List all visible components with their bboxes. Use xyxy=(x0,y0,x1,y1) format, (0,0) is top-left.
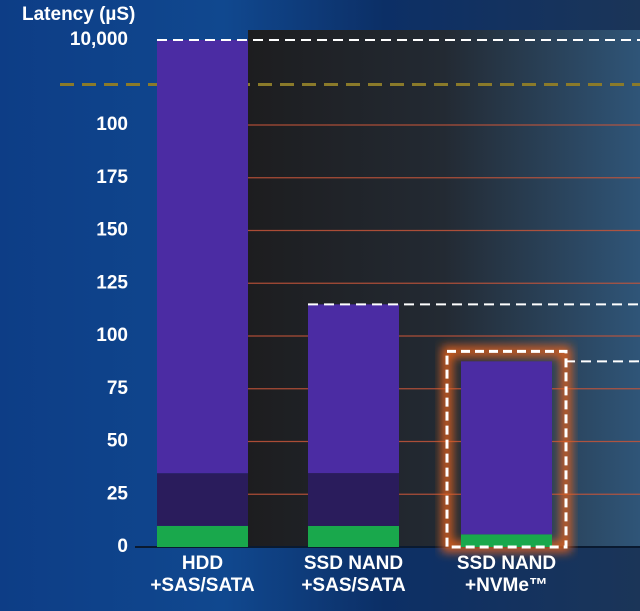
y-tick-label: 100 xyxy=(96,325,128,346)
bar-segment xyxy=(157,473,248,526)
y-axis-title: Latency (µS) xyxy=(22,4,135,25)
bar-segment xyxy=(157,40,248,474)
x-tick-label: SSD NAND +SAS/SATA xyxy=(301,553,406,596)
bar-segment xyxy=(461,534,552,547)
y-tick-label: 0 xyxy=(117,536,128,557)
y-tick-label: 10,000 xyxy=(70,29,128,50)
bar-segment xyxy=(308,473,399,526)
y-tick-label: 50 xyxy=(107,431,128,452)
y-tick-label: 175 xyxy=(96,167,128,188)
bar-segment xyxy=(308,525,399,547)
y-tick-label: 125 xyxy=(96,272,128,293)
y-tick-label: 150 xyxy=(96,220,128,241)
bar-segment xyxy=(461,361,552,535)
y-tick-label: 25 xyxy=(107,483,129,504)
y-tick-label: 75 xyxy=(107,378,129,399)
highlight-box xyxy=(445,349,568,549)
bar-segment xyxy=(308,304,399,474)
bar-segment xyxy=(157,525,248,547)
x-tick-label: HDD +SAS/SATA xyxy=(150,553,255,596)
x-tick-label: SSD NAND +NVMe™ xyxy=(456,553,557,596)
y-tick-label: 100 xyxy=(96,114,128,135)
